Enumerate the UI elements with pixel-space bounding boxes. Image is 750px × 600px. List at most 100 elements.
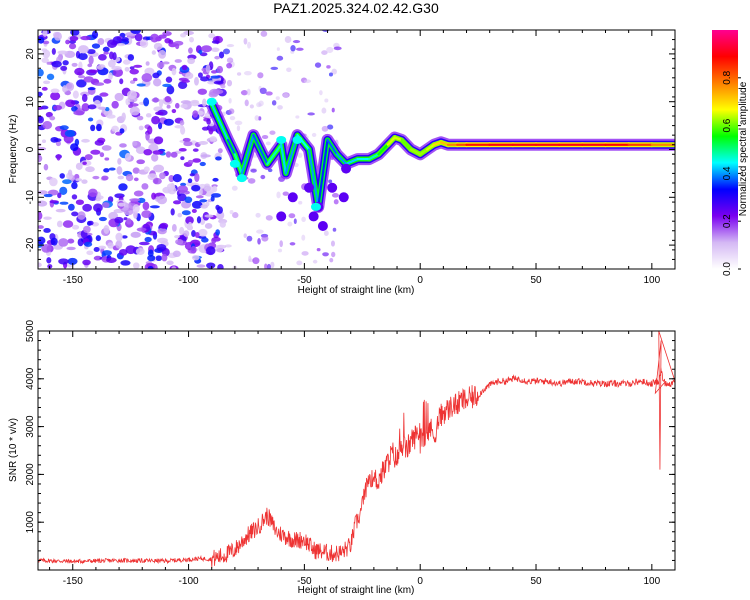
spectrogram-x-label: Height of straight line (km) — [298, 285, 415, 296]
spectrogram-noise-blob — [214, 55, 220, 60]
spectrogram-noise-blob — [185, 72, 194, 80]
spectrogram-noise-blob — [232, 212, 239, 219]
spectrogram-noise-blob — [129, 106, 140, 116]
spectrogram-noise-blob — [211, 40, 220, 44]
ridge-hotspot — [206, 97, 217, 106]
spectrogram-noise-blob — [135, 247, 145, 256]
spectrogram-noise-blob — [129, 66, 135, 70]
spectrogram-noise-blob — [288, 213, 296, 219]
spectrogram-noise-blob — [88, 69, 98, 74]
spectrogram-noise-blob — [81, 93, 88, 103]
spectrogram-noise-blob — [108, 211, 119, 220]
snr-y-ticks: 1000 2000 3000 4000 5000 — [25, 319, 675, 571]
spectrogram-noise-blob — [125, 98, 131, 106]
spectrogram-noise-blob — [136, 227, 147, 232]
spectrogram-noise-blob — [155, 255, 163, 262]
spectrogram-noise-blob — [277, 105, 283, 110]
spectrogram-noise-blob — [132, 167, 140, 174]
colorbar-ticks: 0.0 0.2 0.4 0.6 0.8 — [722, 70, 741, 276]
spectrogram-noise-blob — [326, 65, 331, 69]
ridge-core — [432, 141, 443, 146]
spectrogram-noise-blob — [102, 202, 110, 208]
spectrogram-noise-blob — [298, 200, 303, 205]
spectrogram-noise-blob — [88, 220, 94, 226]
spectrogram-noise-blob — [180, 182, 187, 187]
spectrogram-noise-blob — [132, 140, 138, 146]
spectrogram-noise-blob — [151, 97, 160, 103]
spectrogram-noise-blob — [192, 158, 202, 163]
spectrogram-noise-blob — [90, 149, 101, 155]
spectrogram-noise-blob — [66, 246, 76, 251]
spectrogram-noise-blob — [59, 173, 65, 179]
spectrogram-noise-blob — [324, 98, 329, 103]
spectrogram-noise-blob — [101, 250, 113, 256]
colorbar-label: Normalized spectral amplitude — [738, 81, 749, 216]
spectrogram-noise-blob — [104, 157, 110, 161]
spectrogram-noise-blob — [172, 250, 181, 258]
spectrogram-noise-blob — [95, 197, 101, 202]
spectrogram-noise-blob — [107, 59, 116, 68]
spectrogram-noise-blob — [206, 118, 211, 125]
spectrogram-noise-blob — [81, 138, 90, 143]
colorbar-ramp — [712, 30, 738, 269]
spectrogram-noise-blob — [57, 50, 68, 55]
spectrogram-noise-blob — [212, 89, 224, 95]
spectrogram-noise-blob — [216, 65, 224, 74]
spectrogram-noise-blob — [181, 210, 191, 216]
spectrogram-noise-blob — [82, 259, 91, 266]
y-tick-label: 4000 — [25, 367, 36, 390]
spectrogram-noise-blob — [82, 161, 87, 165]
spectrogram-noise-blob — [220, 84, 226, 89]
spectrogram-noise-blob — [162, 83, 172, 88]
spectrogram-noise-blob — [246, 235, 253, 242]
spectrogram-noise-blob — [293, 218, 297, 225]
spectrogram-noise-blob — [257, 72, 264, 79]
spectrogram-noise-blob — [86, 250, 94, 256]
spectrogram-noise-blob — [45, 111, 53, 118]
spectrogram-noise-blob — [136, 83, 146, 87]
spectrogram-noise-blob — [199, 161, 206, 167]
spectrogram-noise-blob — [147, 125, 153, 135]
ridge-core — [335, 153, 348, 165]
spectrogram-noise-blob — [59, 201, 69, 205]
spectrogram-noise-blob — [219, 221, 226, 228]
spectrogram-noise-blob — [101, 175, 109, 181]
spectrogram-noise-blob — [91, 30, 99, 39]
spectrogram-noise-blob — [64, 129, 76, 138]
spectrogram-noise-blob — [119, 248, 128, 256]
spectrogram-noise-blob — [187, 221, 193, 230]
y-tick-label: 1000 — [25, 511, 36, 534]
spectrogram-noise-blob — [111, 125, 119, 132]
ridge-tail-blob — [308, 211, 319, 222]
spectrogram-noise-blob — [265, 141, 271, 146]
spectrogram-noise-blob — [103, 168, 110, 173]
spectrogram-noise-blob — [296, 260, 303, 266]
spectrogram-noise-blob — [177, 212, 183, 218]
spectrogram-noise-blob — [303, 79, 312, 84]
spectrogram-noise-blob — [247, 178, 256, 184]
spectrogram-noise-blob — [171, 266, 177, 269]
ridge-core — [400, 138, 413, 151]
spectrogram-noise-blob — [60, 65, 68, 71]
y-tick-label: 20 — [25, 48, 36, 60]
spectrogram-noise-blob — [130, 231, 141, 238]
spectrogram-noise-blob — [184, 196, 193, 204]
spectrogram-noise-blob — [215, 204, 220, 211]
spectrogram-noise-blob — [321, 50, 328, 55]
spectrogram-noise-blob — [158, 49, 167, 59]
spectrogram-noise-blob — [78, 52, 88, 61]
spectrogram-noise-blob — [204, 214, 214, 218]
ridge-hotspot — [236, 174, 247, 183]
spectrogram-noise-blob — [330, 240, 335, 247]
spectrogram-noise-blob — [62, 179, 72, 185]
spectrogram-noise-blob — [226, 57, 234, 64]
spectrogram-noise-blob — [180, 33, 187, 38]
spectrogram-noise-blob — [327, 124, 334, 130]
spectrogram-noise-blob — [252, 257, 260, 265]
spectrogram-noise-blob — [77, 211, 86, 220]
spectrogram-noise-blob — [332, 227, 337, 232]
spectrogram-noise-blob — [170, 208, 175, 216]
spectrogram-noise-blob — [322, 252, 329, 257]
ridge-core — [280, 143, 287, 175]
spectrogram-noise-blob — [185, 216, 194, 225]
